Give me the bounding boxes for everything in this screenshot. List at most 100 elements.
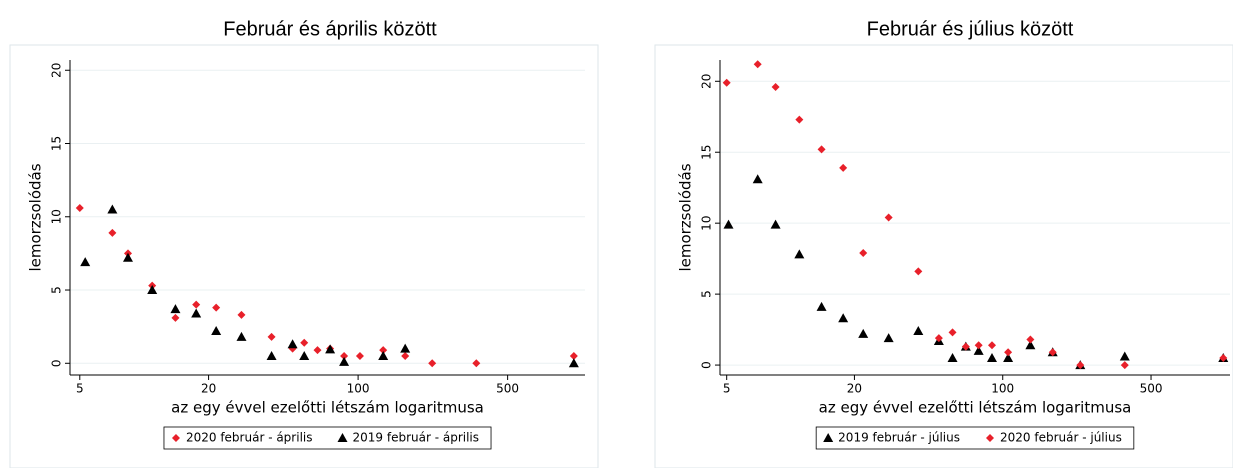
point [770, 219, 781, 229]
point [170, 304, 181, 314]
point [1025, 340, 1036, 350]
point [1076, 361, 1085, 370]
y-tick-label: 5 [50, 286, 64, 294]
point [266, 350, 277, 360]
point [108, 228, 117, 237]
point [339, 356, 350, 366]
legend-label: 2019 február - július [838, 431, 960, 445]
point [569, 351, 578, 360]
point [1120, 361, 1129, 370]
point [107, 204, 118, 214]
legend: 2019 február - július 2020 február - júli… [815, 426, 1135, 450]
point [987, 341, 996, 350]
x-tick-label: 5 [76, 382, 84, 396]
point [816, 301, 827, 311]
chart: Február és április között 0 5 10 15 20 5 20 100 5… [9, 18, 599, 468]
legend-box [815, 426, 1135, 450]
point [428, 359, 437, 368]
y-tick-label: 15 [50, 136, 64, 151]
point [913, 326, 924, 336]
x-axis-title: az egy évvel ezelőtti létszám logaritmus… [171, 399, 484, 417]
chart: Február és július között 0 5 10 15 20 5 20 100 50… [654, 18, 1233, 468]
point [171, 313, 180, 322]
point [325, 344, 336, 354]
point [267, 332, 276, 341]
point [947, 352, 958, 362]
point [753, 60, 762, 69]
point [838, 313, 849, 323]
point [961, 342, 970, 351]
point [212, 303, 221, 312]
legend-marker [171, 434, 180, 442]
point [147, 285, 158, 295]
point [1048, 348, 1057, 357]
point [122, 252, 133, 262]
legend-label: 2020 február - április [186, 431, 313, 445]
point [400, 343, 411, 353]
point [722, 78, 731, 87]
point [80, 257, 91, 267]
x-tick-label: 500 [1140, 382, 1163, 396]
point [883, 333, 894, 343]
y-axis-title: lemorzsolódás [27, 163, 45, 271]
point [299, 350, 310, 360]
y-tick-label: 10 [50, 209, 64, 224]
x-tick-label: 100 [991, 382, 1014, 396]
point [300, 338, 309, 347]
panel [9, 44, 599, 468]
legend-label: 2019 február - április [353, 431, 480, 445]
point [839, 163, 848, 172]
legend-marker [337, 433, 348, 442]
point [287, 339, 298, 349]
point [1004, 348, 1013, 357]
x-tick-label: 20 [201, 382, 216, 396]
legend-label: 2020 február - július [1000, 431, 1122, 445]
point [191, 308, 202, 318]
point [858, 328, 869, 338]
point [1219, 353, 1228, 362]
point [1003, 352, 1014, 362]
point [884, 213, 893, 222]
point [236, 331, 247, 341]
panel [654, 44, 1233, 468]
point [914, 267, 923, 276]
point [974, 341, 983, 350]
x-axis-title: az egy évvel ezelőtti létszám logaritmus… [819, 399, 1132, 417]
point [973, 345, 984, 355]
point [313, 346, 322, 355]
point [795, 115, 804, 124]
chart-title: Február és július között [867, 18, 1074, 40]
point [723, 219, 734, 229]
x-tick-label: 20 [847, 382, 862, 396]
y-tick-label: 5 [700, 290, 714, 298]
chart-title: Február és április között [223, 18, 437, 40]
point [340, 351, 349, 360]
point [934, 334, 943, 343]
legend-marker [823, 433, 834, 442]
legend: 2020 február - április 2019 február - ápr… [163, 426, 492, 450]
point [237, 310, 246, 319]
y-tick-label: 20 [50, 63, 64, 78]
point [771, 82, 780, 91]
y-tick-label: 15 [700, 145, 714, 160]
legend-box [163, 426, 492, 450]
point [75, 203, 84, 212]
point [1026, 335, 1035, 344]
point [401, 351, 410, 360]
point [859, 248, 868, 257]
y-tick-label: 0 [50, 359, 64, 367]
x-tick-label: 100 [347, 382, 370, 396]
point [378, 350, 389, 360]
point [794, 249, 805, 259]
y-tick-label: 0 [700, 361, 714, 369]
point [752, 174, 763, 184]
point [192, 300, 201, 309]
point [817, 145, 826, 154]
point [1119, 351, 1130, 361]
point [568, 358, 579, 368]
y-tick-label: 10 [700, 216, 714, 231]
point [472, 359, 481, 368]
point [355, 351, 364, 360]
point [379, 346, 388, 355]
